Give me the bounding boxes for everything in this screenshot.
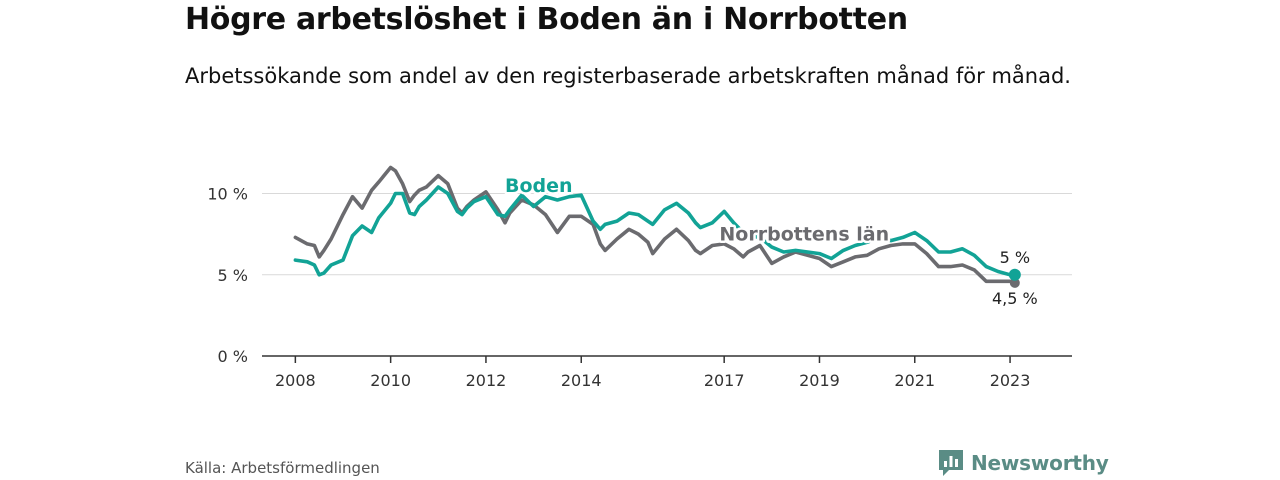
x-tick-label: 2014 <box>561 371 602 390</box>
chart-title: Högre arbetslöshet i Boden än i Norrbott… <box>185 2 908 37</box>
brand-name: Newsworthy <box>971 451 1109 475</box>
boden-end-label: 5 % <box>1000 248 1030 267</box>
norrbotten-line <box>293 165 1017 285</box>
boden-series-label: Boden <box>505 175 573 197</box>
x-tick-label: 2023 <box>990 371 1031 390</box>
newsworthy-logo-icon <box>939 450 963 476</box>
x-tick-label: 2008 <box>275 371 316 390</box>
y-tick-label: 5 % <box>218 266 248 285</box>
boden-end-point <box>1008 268 1021 281</box>
brand-logo: Newsworthy <box>937 448 1109 478</box>
boden-line <box>293 185 1017 277</box>
source-note: Källa: Arbetsförmedlingen <box>185 459 380 477</box>
x-tick-label: 2019 <box>799 371 840 390</box>
chart-subtitle: Arbetssökande som andel av den registerb… <box>185 64 1071 88</box>
x-tick-label: 2010 <box>370 371 411 390</box>
x-tick-label: 2021 <box>894 371 935 390</box>
x-tick-label: 2012 <box>466 371 507 390</box>
norrbotten-series-label: Norrbottens län <box>719 224 889 246</box>
y-tick-label: 0 % <box>218 347 248 366</box>
y-tick-label: 10 % <box>207 185 248 204</box>
norrbotten-end-label: 4,5 % <box>992 289 1038 308</box>
norrbotten-end-point <box>1009 277 1020 288</box>
x-tick-label: 2017 <box>704 371 745 390</box>
